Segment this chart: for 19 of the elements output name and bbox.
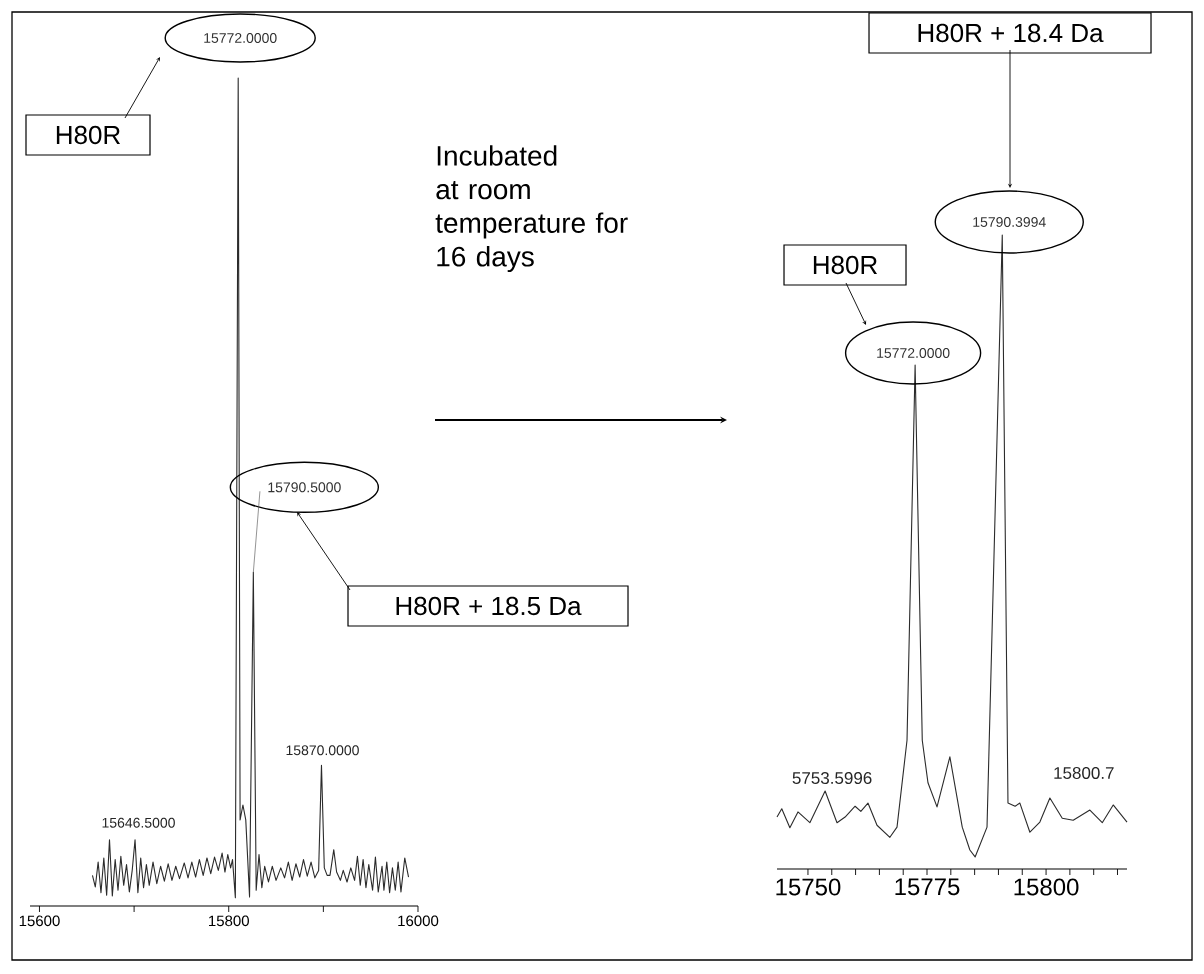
x-tick-label: 15750 (776, 878, 841, 896)
x-tick-label: 15800 (209, 915, 249, 927)
text: Incubated at room temperature for 16 days (435, 145, 628, 273)
text: H80R + 18.4 Da (918, 23, 1104, 43)
annotation: 15800.7 (1054, 766, 1114, 780)
annotation: H80R + 18.5 Da (396, 596, 582, 616)
annotation: 15790.3994 (973, 217, 1046, 227)
x-tick-label: 15800 (1014, 878, 1079, 896)
annotation: H80R (56, 125, 121, 145)
annotation: 5753.5996 (792, 772, 872, 785)
x-tick-label: 15600 (19, 915, 60, 927)
annotation: 15646.5000 (102, 817, 175, 828)
annotation: H80R (813, 255, 878, 275)
annotation: 15790.5000 (268, 482, 341, 493)
annotation: 15772.0000 (204, 33, 277, 43)
annotation: 15772.0000 (877, 348, 950, 358)
x-tick-label: 15775 (895, 878, 960, 896)
x-tick-label: 16000 (398, 915, 439, 927)
annotation: 15870.0000 (286, 745, 359, 756)
